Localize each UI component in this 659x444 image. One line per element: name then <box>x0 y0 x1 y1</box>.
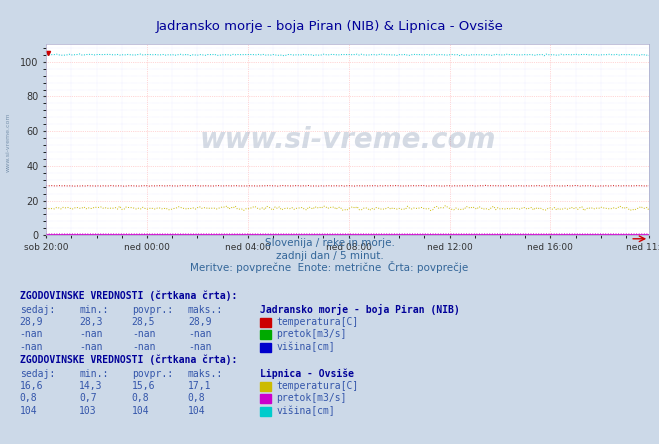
Text: 28,3: 28,3 <box>79 317 103 327</box>
Text: 0,7: 0,7 <box>79 393 97 404</box>
Text: temperatura[C]: temperatura[C] <box>276 381 358 391</box>
Text: Jadransko morje - boja Piran (NIB) & Lipnica - Ovsiše: Jadransko morje - boja Piran (NIB) & Lip… <box>156 20 503 33</box>
Text: www.si-vreme.com: www.si-vreme.com <box>200 126 496 154</box>
Text: -nan: -nan <box>20 329 43 340</box>
Text: sedaj:: sedaj: <box>20 305 55 315</box>
Text: povpr.:: povpr.: <box>132 369 173 379</box>
Text: -nan: -nan <box>79 342 103 352</box>
Text: maks.:: maks.: <box>188 369 223 379</box>
Text: www.si-vreme.com: www.si-vreme.com <box>5 112 11 172</box>
Text: min.:: min.: <box>79 369 109 379</box>
Text: -nan: -nan <box>132 329 156 340</box>
Text: pretok[m3/s]: pretok[m3/s] <box>276 393 347 404</box>
Text: pretok[m3/s]: pretok[m3/s] <box>276 329 347 340</box>
Text: min.:: min.: <box>79 305 109 315</box>
Text: temperatura[C]: temperatura[C] <box>276 317 358 327</box>
Text: Lipnica - Ovsiše: Lipnica - Ovsiše <box>260 368 355 379</box>
Text: ZGODOVINSKE VREDNOSTI (črtkana črta):: ZGODOVINSKE VREDNOSTI (črtkana črta): <box>20 291 237 301</box>
Text: povpr.:: povpr.: <box>132 305 173 315</box>
Text: 104: 104 <box>188 406 206 416</box>
Text: -nan: -nan <box>20 342 43 352</box>
Text: ZGODOVINSKE VREDNOSTI (črtkana črta):: ZGODOVINSKE VREDNOSTI (črtkana črta): <box>20 355 237 365</box>
Text: 17,1: 17,1 <box>188 381 212 391</box>
Text: 0,8: 0,8 <box>188 393 206 404</box>
Text: -nan: -nan <box>188 342 212 352</box>
Text: Jadransko morje - boja Piran (NIB): Jadransko morje - boja Piran (NIB) <box>260 304 460 315</box>
Text: višina[cm]: višina[cm] <box>276 405 335 416</box>
Text: 104: 104 <box>132 406 150 416</box>
Text: -nan: -nan <box>188 329 212 340</box>
Text: Slovenija / reke in morje.: Slovenija / reke in morje. <box>264 238 395 249</box>
Text: 16,6: 16,6 <box>20 381 43 391</box>
Text: zadnji dan / 5 minut.: zadnji dan / 5 minut. <box>275 251 384 261</box>
Text: 0,8: 0,8 <box>132 393 150 404</box>
Text: 28,5: 28,5 <box>132 317 156 327</box>
Text: sedaj:: sedaj: <box>20 369 55 379</box>
Text: 104: 104 <box>20 406 38 416</box>
Text: 0,8: 0,8 <box>20 393 38 404</box>
Text: 28,9: 28,9 <box>20 317 43 327</box>
Text: maks.:: maks.: <box>188 305 223 315</box>
Text: 14,3: 14,3 <box>79 381 103 391</box>
Text: Meritve: povprečne  Enote: metrične  Črta: povprečje: Meritve: povprečne Enote: metrične Črta:… <box>190 261 469 274</box>
Text: višina[cm]: višina[cm] <box>276 341 335 352</box>
Text: 15,6: 15,6 <box>132 381 156 391</box>
Text: -nan: -nan <box>132 342 156 352</box>
Text: 28,9: 28,9 <box>188 317 212 327</box>
Text: 103: 103 <box>79 406 97 416</box>
Text: -nan: -nan <box>79 329 103 340</box>
